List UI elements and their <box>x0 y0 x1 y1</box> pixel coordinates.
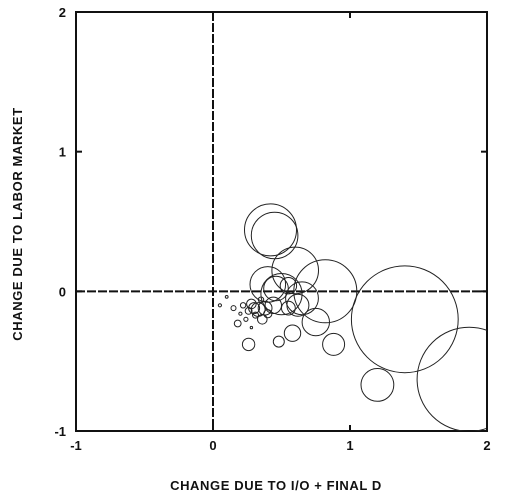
y-tick-label: 2 <box>59 5 66 20</box>
bubble <box>272 335 285 348</box>
bubble <box>257 314 268 325</box>
reference-lines <box>76 12 487 431</box>
bubble <box>244 203 297 257</box>
bubbles-group <box>217 203 487 431</box>
bubble <box>243 316 249 322</box>
bubble <box>239 302 247 309</box>
bubble <box>281 300 296 316</box>
axis-tick-labels: -1 0 1 2 -1 0 1 2 <box>54 5 490 453</box>
x-tick-label: 1 <box>346 438 353 453</box>
y-tick-label: 1 <box>59 145 66 160</box>
x-axis-title: CHANGE DUE TO I/O + FINAL D <box>170 478 382 493</box>
bubble <box>283 324 302 342</box>
bubble <box>350 265 459 374</box>
axis-ticks <box>75 11 488 432</box>
bubble <box>271 246 320 295</box>
bubble <box>233 319 242 328</box>
bubble <box>217 303 222 308</box>
bubble <box>279 277 298 295</box>
bubble <box>249 266 287 303</box>
x-tick-label: 0 <box>209 438 216 453</box>
bubble <box>252 311 259 319</box>
bubble <box>301 307 330 337</box>
bubble <box>260 273 303 316</box>
bubble <box>249 325 254 330</box>
bubble <box>224 295 229 299</box>
bubble <box>360 368 395 402</box>
bubble <box>238 311 243 316</box>
bubble <box>293 259 358 324</box>
y-axis-title: CHANGE DUE TO LABOR MARKET <box>10 107 25 340</box>
bubble <box>241 337 256 352</box>
bubble <box>248 302 261 315</box>
y-tick-label: 0 <box>59 284 66 299</box>
plot-frame <box>75 11 488 432</box>
y-tick-label: -1 <box>54 424 66 439</box>
x-tick-label: -1 <box>70 438 82 453</box>
bubble <box>264 296 282 314</box>
bubble <box>250 211 299 260</box>
bubble <box>416 326 487 431</box>
bubble <box>322 332 346 356</box>
bubble <box>230 305 237 312</box>
bubble <box>285 281 319 316</box>
bubble <box>257 300 273 316</box>
x-tick-label: 2 <box>483 438 490 453</box>
